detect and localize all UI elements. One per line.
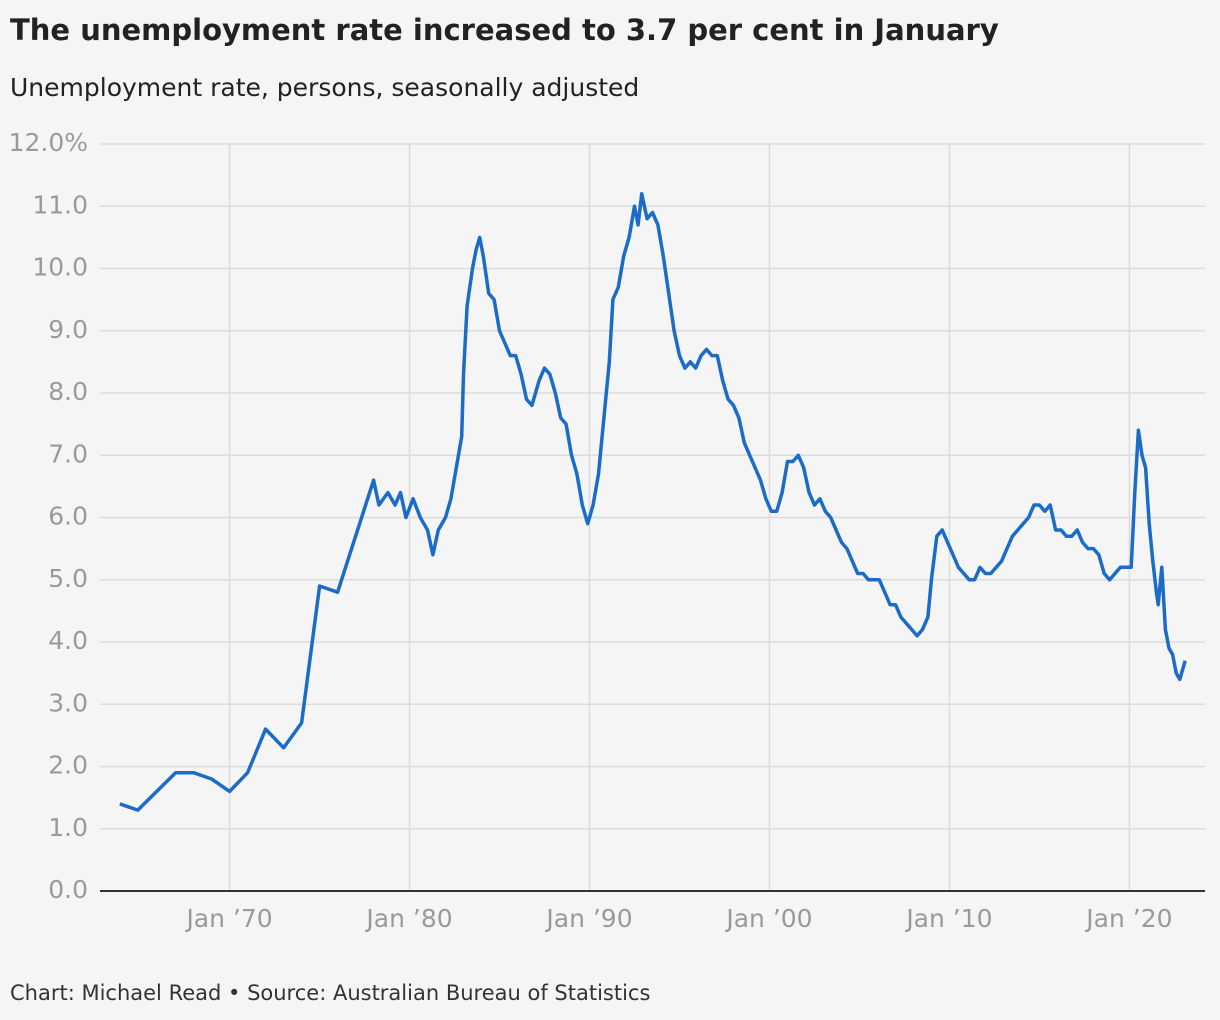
y-tick-label: 11.0	[32, 190, 88, 219]
y-tick-label: 7.0	[48, 439, 88, 468]
y-tick-label: 10.0	[32, 253, 88, 282]
y-tick-label: 4.0	[48, 626, 88, 655]
chart-title: The unemployment rate increased to 3.7 p…	[10, 13, 999, 47]
x-tick-label: Jan ’10	[904, 904, 992, 933]
chart-footer: Chart: Michael Read • Source: Australian…	[10, 981, 650, 1005]
x-tick-label: Jan ’70	[184, 904, 272, 933]
y-tick-label: 5.0	[48, 564, 88, 593]
y-tick-label: 12.0%	[9, 128, 88, 157]
series-line	[119, 192, 1187, 812]
x-tick-label: Jan ’00	[724, 904, 812, 933]
x-tick-label: Jan ’80	[364, 904, 452, 933]
y-tick-label: 3.0	[48, 688, 88, 717]
y-tick-label: 1.0	[48, 813, 88, 842]
y-tick-label: 8.0	[48, 377, 88, 406]
y-tick-label: 0.0	[48, 875, 88, 904]
y-tick-label: 2.0	[48, 751, 88, 780]
chart-subtitle: Unemployment rate, persons, seasonally a…	[10, 73, 639, 102]
y-tick-label: 9.0	[48, 315, 88, 344]
x-tick-label: Jan ’90	[544, 904, 632, 933]
x-tick-label: Jan ’20	[1084, 904, 1172, 933]
y-tick-label: 6.0	[48, 502, 88, 531]
